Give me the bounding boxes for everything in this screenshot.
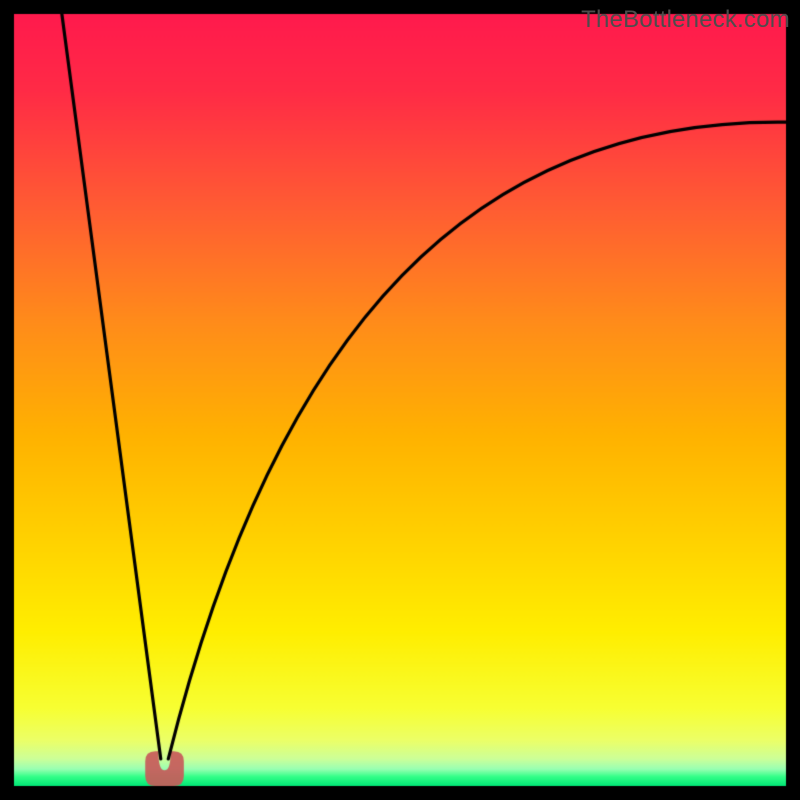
chart-canvas — [0, 0, 800, 800]
chart-root: TheBottleneck.com — [0, 0, 800, 800]
